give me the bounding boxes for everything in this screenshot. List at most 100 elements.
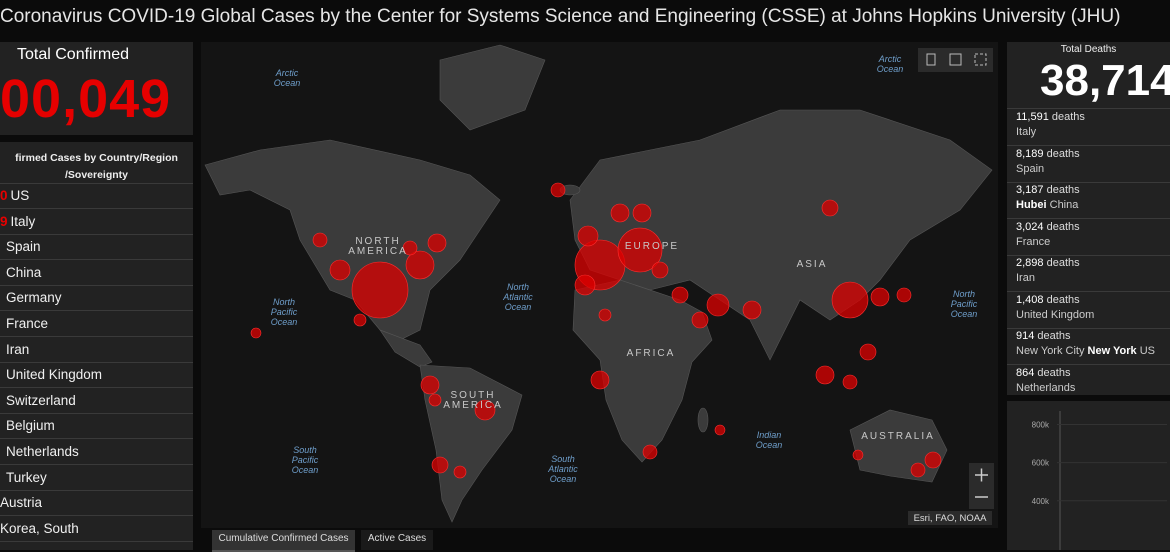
death-row[interactable]: 11,591 deaths Italy [1007,109,1170,146]
death-place: United Kingdom [1016,309,1094,321]
case-bubble[interactable] [312,232,328,248]
country-row[interactable]: Germany [0,285,193,312]
country-row[interactable]: Austria [0,490,193,517]
case-bubble[interactable] [577,225,599,247]
case-bubble[interactable] [691,311,709,329]
case-bubble[interactable] [859,343,877,361]
tab[interactable]: Cumulative Confirmed Cases [212,530,355,552]
country-name: Belgium [6,418,55,434]
country-row[interactable]: Belgium [0,413,193,440]
country-row[interactable]: Switzerland [0,388,193,414]
case-bubble[interactable] [852,449,864,461]
basemap-button[interactable] [974,53,987,66]
country-row[interactable]: 9 Italy [0,209,193,235]
case-bubble[interactable] [706,293,730,317]
case-bubble[interactable] [610,203,630,223]
attribution: Esri, FAO, NOAA [914,513,988,524]
country-name: Korea, South [0,520,79,536]
death-unit: deaths [1046,184,1080,196]
death-place: Spain [1016,163,1044,175]
country-row[interactable]: Korea, South [0,516,193,542]
case-bubble[interactable] [453,465,467,479]
place-part: New York [1087,345,1137,357]
country-row[interactable]: 0 US [0,183,193,209]
death-line: 864 deaths [1016,367,1070,379]
map-label: North Pacific Ocean [271,297,298,327]
death-row[interactable]: 3,024 deaths France [1007,219,1170,256]
case-bubble[interactable] [870,287,890,307]
case-bubble[interactable] [431,456,449,474]
case-bubble[interactable] [574,274,596,296]
case-bubble[interactable] [598,308,612,322]
case-bubble[interactable] [405,250,435,280]
case-bubble[interactable] [550,182,566,198]
attribution-box [908,511,992,525]
case-bubble[interactable] [924,451,942,469]
case-bubble[interactable] [250,327,262,339]
country-name: Austria [0,495,43,511]
death-line: 1,408 deaths [1016,294,1080,306]
map-label: AFRICA [627,348,676,359]
map-label: AUSTRALIA [861,431,935,442]
country-row[interactable]: United Kingdom [0,362,193,389]
case-bubble[interactable] [428,393,442,407]
zoom-in[interactable] [975,468,988,482]
y-tick-label: 600k [1032,459,1050,468]
case-bubble[interactable] [742,300,762,320]
case-bubble[interactable] [329,259,351,281]
north-america [204,139,501,341]
death-row[interactable]: 914 deaths New York City New York US [1007,328,1170,365]
death-row[interactable]: 864 deaths Netherlands [1007,365,1170,396]
case-bubble[interactable] [474,399,496,421]
case-bubble[interactable] [714,424,726,436]
case-bubbles [250,182,942,479]
map[interactable]: Arctic Ocean Arctic Ocean NORTH AMERICA North P… [201,42,998,528]
case-bubble[interactable] [815,365,835,385]
country-name: France [6,316,49,331]
case-bubble[interactable] [353,313,367,327]
case-bubble[interactable] [632,203,652,223]
country-row[interactable]: Spain [0,234,193,261]
case-bubble[interactable] [896,287,912,303]
case-bubble[interactable] [642,444,658,460]
death-count: 3,024 [1016,220,1044,233]
case-bubble[interactable] [427,233,447,253]
death-row[interactable]: 1,408 deaths United Kingdom [1007,292,1170,329]
case-bubble[interactable] [831,281,869,319]
case-bubble[interactable] [651,261,669,279]
country-row[interactable]: China [0,260,193,286]
total-confirmed-panel [0,42,193,135]
case-bubble[interactable] [590,370,610,390]
legend-button[interactable] [949,53,962,66]
case-bubble[interactable] [842,374,858,390]
death-line: 8,189 deaths [1016,148,1080,160]
country-row[interactable]: Turkey [0,465,193,491]
death-row[interactable]: 8,189 deaths Spain [1007,146,1170,183]
death-row[interactable]: 3,187 deaths Hubei China [1007,182,1170,219]
country-row[interactable]: Iran [0,337,193,363]
tab[interactable]: Active Cases [361,530,433,550]
map-label: Indian Ocean [756,430,783,450]
case-bubble[interactable] [910,462,926,478]
death-row[interactable]: 2,898 deaths Iran [1007,255,1170,292]
list-heading: firmed Cases by Country/Region /Sovereig… [0,150,193,184]
case-bubble[interactable] [402,240,418,256]
case-bubble[interactable] [617,227,663,273]
death-count: 864 [1016,366,1035,379]
case-bubble[interactable] [821,199,839,217]
map-label: Arctic Ocean [274,68,301,88]
case-bubble[interactable] [351,261,409,319]
country-row[interactable]: Netherlands [0,439,193,465]
map-labels: Arctic Ocean Arctic Ocean NORTH AMERICA North P… [271,54,978,484]
place-part: US [1139,345,1156,357]
toolbar [918,48,993,72]
country-row[interactable]: France [0,311,193,337]
case-bubble[interactable] [420,375,440,395]
trend-chart-panel: 800k 600k 400k [1007,401,1170,550]
case-bubble[interactable] [671,286,689,304]
bookmark-button[interactable] [926,53,936,66]
death-unit: deaths [1046,220,1080,233]
country-name: Iran [6,341,30,357]
death-count: 1,408 [1016,293,1044,306]
